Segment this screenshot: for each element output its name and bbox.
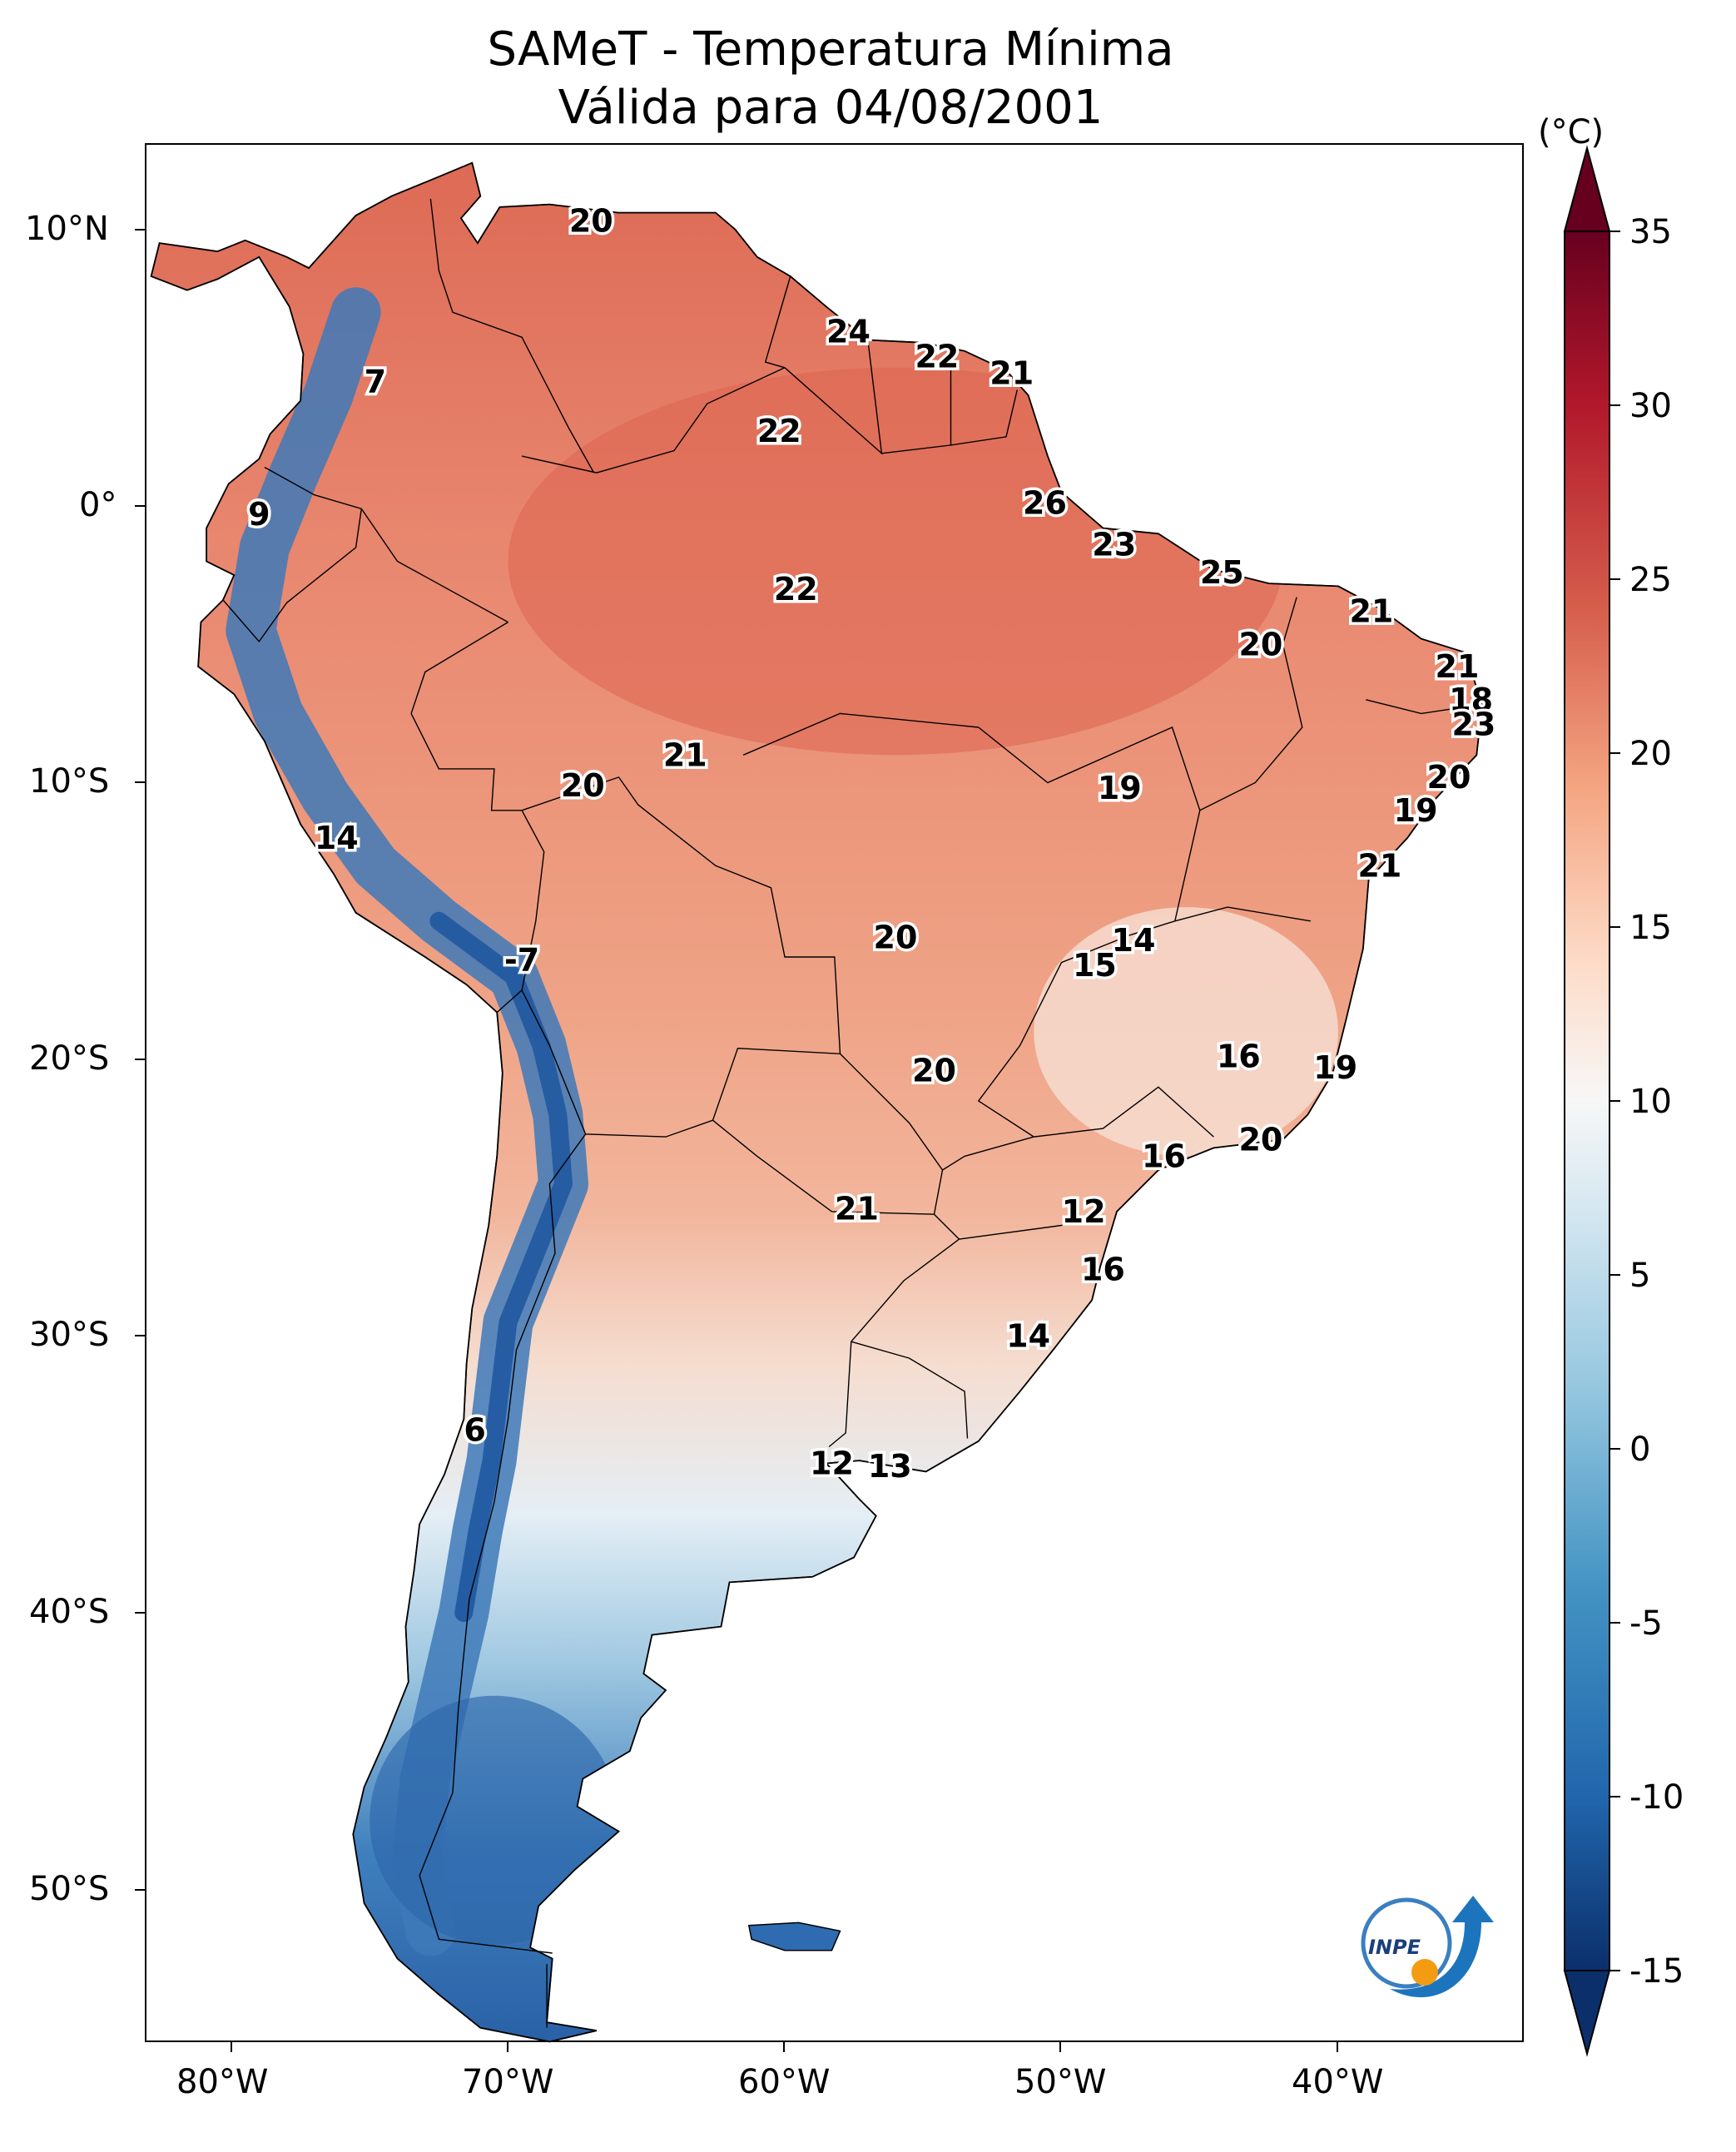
lon-tick-label: 80°W <box>176 2063 268 2101</box>
station-value-label: 6 <box>464 1412 485 1449</box>
station-value-label: 19 <box>1098 770 1142 806</box>
colorbar-tick-label: 35 <box>1629 213 1672 251</box>
lat-tick-label: 20°S <box>29 1039 109 1078</box>
patagonia-cold-patch <box>370 1695 619 1945</box>
station-value-label: 20 <box>1238 626 1282 662</box>
colorbar-tick-label: 10 <box>1629 1083 1672 1121</box>
lat-tick-label: 30°S <box>29 1316 109 1354</box>
lat-tick-label: 10°S <box>29 762 109 801</box>
southeast-cool-patch <box>1034 907 1338 1157</box>
colorbar-unit: (°C) <box>1538 113 1604 151</box>
colorbar-tick-label: 25 <box>1629 561 1672 599</box>
colorbar-tick-label: 20 <box>1629 735 1672 773</box>
station-value-label: 26 <box>1023 485 1067 522</box>
colorbar-gradient <box>1564 231 1610 1971</box>
station-value-label: 22 <box>915 338 959 374</box>
lat-tick-label: 0° <box>79 486 117 524</box>
station-value-label: 16 <box>1081 1252 1125 1288</box>
colorbar-top-arrow <box>1563 145 1611 232</box>
lon-tick-label: 40°W <box>1292 2063 1383 2101</box>
latitude-ticks: 10°N 0° 10°S 20°S 30°S 40°S 50°S <box>25 210 117 1908</box>
inpe-logo-sun-icon <box>1411 1959 1438 1986</box>
station-value-label: 23 <box>1092 527 1136 563</box>
station-value-label: 22 <box>757 413 801 449</box>
longitude-ticks: 80°W 70°W 60°W 50°W 40°W <box>176 2063 1383 2101</box>
colorbar-tick-label: -15 <box>1629 1952 1684 1991</box>
station-value-label: 21 <box>990 355 1034 391</box>
station-value-label: 19 <box>1313 1049 1357 1086</box>
station-value-label: 21 <box>1436 648 1480 685</box>
station-value-label: 25 <box>1200 554 1244 591</box>
station-value-label: 12 <box>810 1445 854 1482</box>
falkland-islands <box>747 1921 841 1951</box>
lon-tick-label: 50°W <box>1014 2063 1106 2101</box>
station-value-label: 7 <box>365 363 386 399</box>
station-value-label: 14 <box>1112 922 1156 959</box>
station-value-label: 19 <box>1394 792 1438 829</box>
latitude-tick-marks <box>135 229 146 1891</box>
station-value-label: -7 <box>504 941 539 978</box>
colorbar-tick-label: 0 <box>1629 1431 1650 1469</box>
colorbar-tick-label: -5 <box>1629 1604 1663 1643</box>
lon-tick-label: 70°W <box>462 2063 553 2101</box>
colorbar-tick-label: 5 <box>1629 1257 1650 1295</box>
map-title-line2: Válida para 04/08/2001 <box>558 81 1104 135</box>
station-value-label: 9 <box>248 496 270 533</box>
station-value-label: 21 <box>1349 593 1393 629</box>
station-value-label: 16 <box>1217 1039 1261 1075</box>
station-value-label: 20 <box>569 203 613 240</box>
station-value-label: 21 <box>1357 847 1401 884</box>
andes-core <box>429 911 573 1622</box>
station-value-label: 12 <box>1062 1193 1106 1230</box>
lon-tick-label: 60°W <box>738 2063 830 2101</box>
station-value-label: 18 <box>1449 682 1493 718</box>
colorbar-bottom-arrow <box>1563 1970 1611 2057</box>
station-value-label: 20 <box>874 920 918 956</box>
colorbar-tick-label: -10 <box>1629 1778 1684 1817</box>
station-value-label: 14 <box>315 820 359 856</box>
station-value-label: 20 <box>561 767 605 804</box>
lat-tick-label: 40°S <box>29 1593 109 1631</box>
colorbar-tick-label: 15 <box>1629 909 1672 947</box>
inpe-logo-swoosh <box>1390 1896 1494 1998</box>
station-value-label: 21 <box>835 1191 879 1227</box>
station-value-label: 14 <box>1006 1318 1050 1355</box>
inpe-logo: INPE <box>1361 1896 1494 1998</box>
country-borders <box>222 198 1477 2028</box>
station-value-label: 20 <box>912 1052 956 1088</box>
inpe-logo-ring <box>1361 1897 1452 1989</box>
station-value-label: 24 <box>826 314 870 350</box>
station-value-label: 20 <box>1238 1121 1282 1158</box>
colorbar-ticks: 35 30 25 20 15 10 5 0 -5 -10 -15 <box>1610 213 1684 1991</box>
lat-tick-label: 10°N <box>25 210 109 248</box>
station-value-label: 23 <box>1451 707 1495 743</box>
station-value-label: 21 <box>663 736 707 773</box>
station-value-label: 22 <box>774 571 818 607</box>
colorbar: (°C) 35 30 25 20 15 10 5 0 -5 -10 -15 <box>1538 113 1684 2057</box>
lat-tick-label: 50°S <box>29 1870 109 1908</box>
station-value-label: 16 <box>1142 1138 1186 1174</box>
inpe-logo-text: INPE <box>1368 1936 1421 1959</box>
colorbar-tick-label: 30 <box>1629 387 1672 425</box>
station-value-label: 20 <box>1427 759 1471 796</box>
map-title-line1: SAMeT - Temperatura Mínima <box>487 22 1173 77</box>
longitude-tick-marks <box>231 2041 1338 2052</box>
station-value-label: 15 <box>1073 947 1117 984</box>
station-value-label: 13 <box>868 1448 912 1485</box>
coastline <box>150 161 1483 2043</box>
